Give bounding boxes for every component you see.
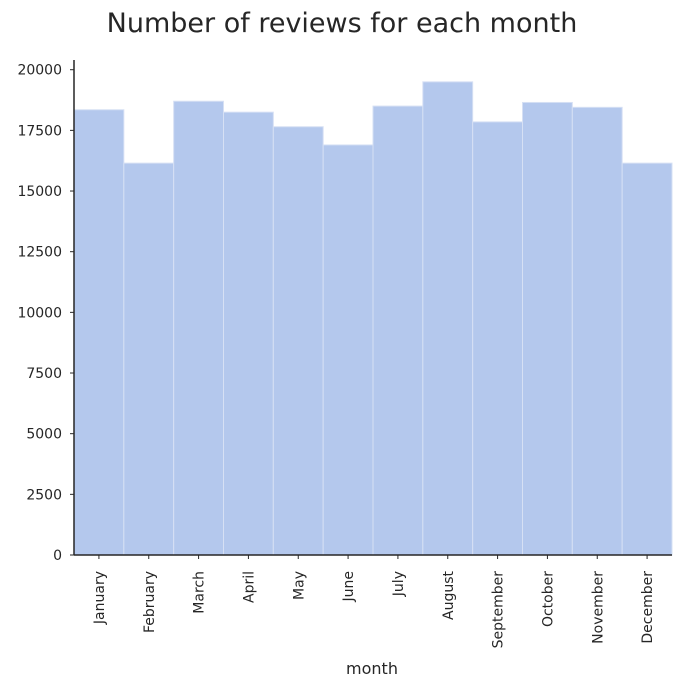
x-tick-label-july: July [391,571,407,597]
bar-may [272,126,324,556]
y-axis-ticks: 0 2500 5000 7500 10000 12500 15000 17500 20000 [17,63,74,564]
y-tick-label: 0 [53,548,62,564]
x-tick-label-october: October [540,571,556,627]
x-tick-label-september: September [491,571,507,649]
bar-june [322,144,374,556]
y-tick-label: 20000 [17,63,62,79]
bar-november [571,106,623,556]
x-tick-label-january: January [92,571,108,625]
x-tick-label-may: May [291,571,307,600]
bar-september [472,121,524,556]
bar-january [73,109,125,556]
x-tick-label-august: August [441,570,457,620]
y-tick-label: 12500 [17,245,62,261]
y-tick-label: 15000 [17,184,62,200]
bar-december [621,162,673,556]
bar-october [522,101,573,556]
y-tick-label: 7500 [26,366,62,382]
x-tick-label-april: April [241,571,257,603]
x-tick-label-march: March [192,571,208,614]
x-axis-label: month [346,659,398,678]
x-tick-label-june: June [341,571,357,603]
bar-february [123,162,175,556]
bar-april [223,111,274,556]
y-tick-label: 2500 [26,487,62,503]
y-tick-label: 5000 [26,427,62,443]
x-tick-label-december: December [640,571,656,644]
x-tick-label-february: February [142,571,158,633]
chart-title: Number of reviews for each month [107,8,578,39]
y-tick-label: 17500 [17,123,62,139]
bar-july [372,105,424,556]
x-axis-ticks: January February March April May June July Augu… [92,555,656,648]
bars-group [73,81,673,556]
bar-march [173,100,224,556]
y-tick-label: 10000 [17,305,62,321]
x-tick-label-november: November [590,571,606,644]
bar-august [422,81,474,556]
